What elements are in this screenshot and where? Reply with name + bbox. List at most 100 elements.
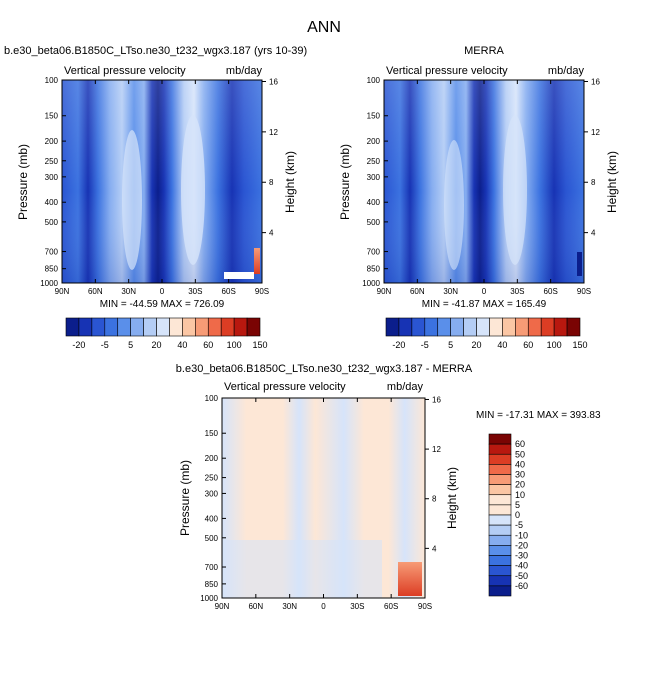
- colorbar-swatch: [488, 585, 512, 597]
- colorbar-swatch: [424, 317, 439, 337]
- y-tick-label: 300: [367, 173, 381, 182]
- colorbar-label: 30: [515, 470, 525, 480]
- y-tick-label: 500: [367, 218, 381, 227]
- colorbar-swatch: [488, 474, 512, 485]
- x-tick-label: 60N: [88, 287, 103, 296]
- light-cell-north: [444, 140, 464, 270]
- y-tick-label: 100: [367, 76, 381, 85]
- colorbar-swatch: [488, 575, 512, 587]
- y-tick-label: 250: [367, 157, 381, 166]
- colorbar-swatch: [515, 317, 529, 337]
- colorbar-swatch: [476, 317, 490, 337]
- y-tick-label: 200: [45, 137, 59, 146]
- colorbar-label: 50: [515, 449, 525, 459]
- colorbar-label: 20: [515, 480, 525, 490]
- y-tick-label: 150: [45, 112, 59, 121]
- left-string: Vertical pressure velocity: [64, 65, 186, 77]
- y-axis-label: Pressure (mb): [178, 460, 192, 536]
- positive-anomaly: [254, 248, 260, 274]
- units-string: mb/day: [226, 65, 263, 77]
- colorbar-swatch: [502, 317, 516, 337]
- y-right-axis-label: Height (km): [445, 467, 459, 529]
- y-tick-label: 400: [367, 198, 381, 207]
- colorbar-label: -20: [515, 540, 528, 550]
- x-tick-label: 90S: [418, 602, 432, 611]
- x-tick-label: 90N: [377, 287, 392, 296]
- colorbar-label: 60: [515, 439, 525, 449]
- left-string: Vertical pressure velocity: [386, 65, 508, 77]
- y-tick-label: 1000: [200, 594, 218, 603]
- y-tick-label: 1000: [40, 279, 58, 288]
- colorbar-label: 150: [252, 340, 267, 350]
- x-tick-label: 0: [321, 602, 326, 611]
- light-cell-north: [122, 130, 142, 270]
- colorbar-label: 40: [177, 340, 187, 350]
- colorbar-swatch: [65, 317, 80, 337]
- colorbar-swatch: [169, 317, 183, 337]
- y-tick-label: 200: [205, 454, 219, 463]
- colorbar-label: -50: [515, 571, 528, 581]
- colorbar-swatch: [488, 484, 512, 496]
- x-tick-label: 90S: [577, 287, 591, 296]
- colorbar-swatch: [143, 317, 157, 337]
- colorbar-swatch: [488, 514, 512, 526]
- x-tick-label: 90N: [215, 602, 230, 611]
- colorbar-swatch: [220, 317, 235, 337]
- min-max-stats: MIN = -41.87 MAX = 165.49: [422, 299, 547, 310]
- colorbar-label: 10: [515, 490, 525, 500]
- colorbar-swatch: [233, 317, 248, 337]
- y-tick-label: 100: [205, 394, 219, 403]
- y-tick-label: 150: [367, 112, 381, 121]
- light-cell-south: [181, 115, 205, 265]
- colorbar-label: 40: [497, 340, 507, 350]
- colorbar-swatch: [488, 545, 512, 556]
- colorbar-swatch: [117, 317, 131, 337]
- y-tick-label: 250: [205, 474, 219, 483]
- x-tick-label: 30N: [443, 287, 458, 296]
- y-axis-label: Pressure (mb): [16, 144, 30, 220]
- colorbar-label: 100: [227, 340, 242, 350]
- colorbar-label: -60: [515, 581, 528, 591]
- colorbar-label: -20: [392, 340, 405, 350]
- colorbar-swatch: [489, 317, 503, 337]
- colorbar-swatch: [398, 317, 413, 337]
- x-tick-label: 90S: [255, 287, 269, 296]
- y-right-tick-label: 16: [432, 395, 441, 404]
- colorbar-swatch: [156, 317, 170, 337]
- colorbar-swatch: [130, 317, 144, 337]
- x-tick-label: 0: [482, 287, 487, 296]
- colorbar-swatch: [437, 317, 451, 337]
- y-tick-label: 250: [45, 157, 59, 166]
- colorbar-label: 20: [472, 340, 482, 350]
- colorbar-swatch: [488, 443, 512, 455]
- x-tick-label: 30S: [510, 287, 524, 296]
- panel-merra: MERRA Vertical pressure velocity mb/day …: [338, 45, 619, 350]
- left-string: Vertical pressure velocity: [224, 381, 346, 393]
- min-max-stats: MIN = -44.59 MAX = 726.09: [100, 299, 225, 310]
- x-tick-label: 60N: [410, 287, 425, 296]
- colorbar-swatch: [488, 433, 512, 445]
- colorbar-label: 60: [203, 340, 213, 350]
- y-tick-label: 850: [205, 580, 219, 589]
- colorbar-label: -5: [515, 520, 523, 530]
- colorbar-swatch: [195, 317, 209, 337]
- colorbar-swatch: [488, 534, 512, 546]
- colorbar-swatch: [104, 317, 119, 337]
- y-right-tick-label: 12: [591, 128, 600, 137]
- y-tick-label: 500: [45, 218, 59, 227]
- colorbar-swatch: [488, 504, 512, 516]
- colorbar-label: 0: [515, 510, 520, 520]
- colorbar-swatch: [411, 317, 426, 337]
- colorbar-swatch: [488, 453, 512, 465]
- y-tick-label: 700: [45, 248, 59, 257]
- y-right-tick-label: 8: [269, 178, 274, 187]
- colorbar-swatch: [463, 317, 477, 337]
- colorbar-label: -30: [515, 551, 528, 561]
- colorbar-swatch: [488, 464, 512, 475]
- y-right-tick-label: 4: [591, 229, 596, 238]
- y-right-tick-label: 8: [591, 178, 596, 187]
- heatmap-shading: [62, 80, 262, 283]
- x-tick-label: 60N: [248, 602, 263, 611]
- y-tick-label: 850: [367, 265, 381, 274]
